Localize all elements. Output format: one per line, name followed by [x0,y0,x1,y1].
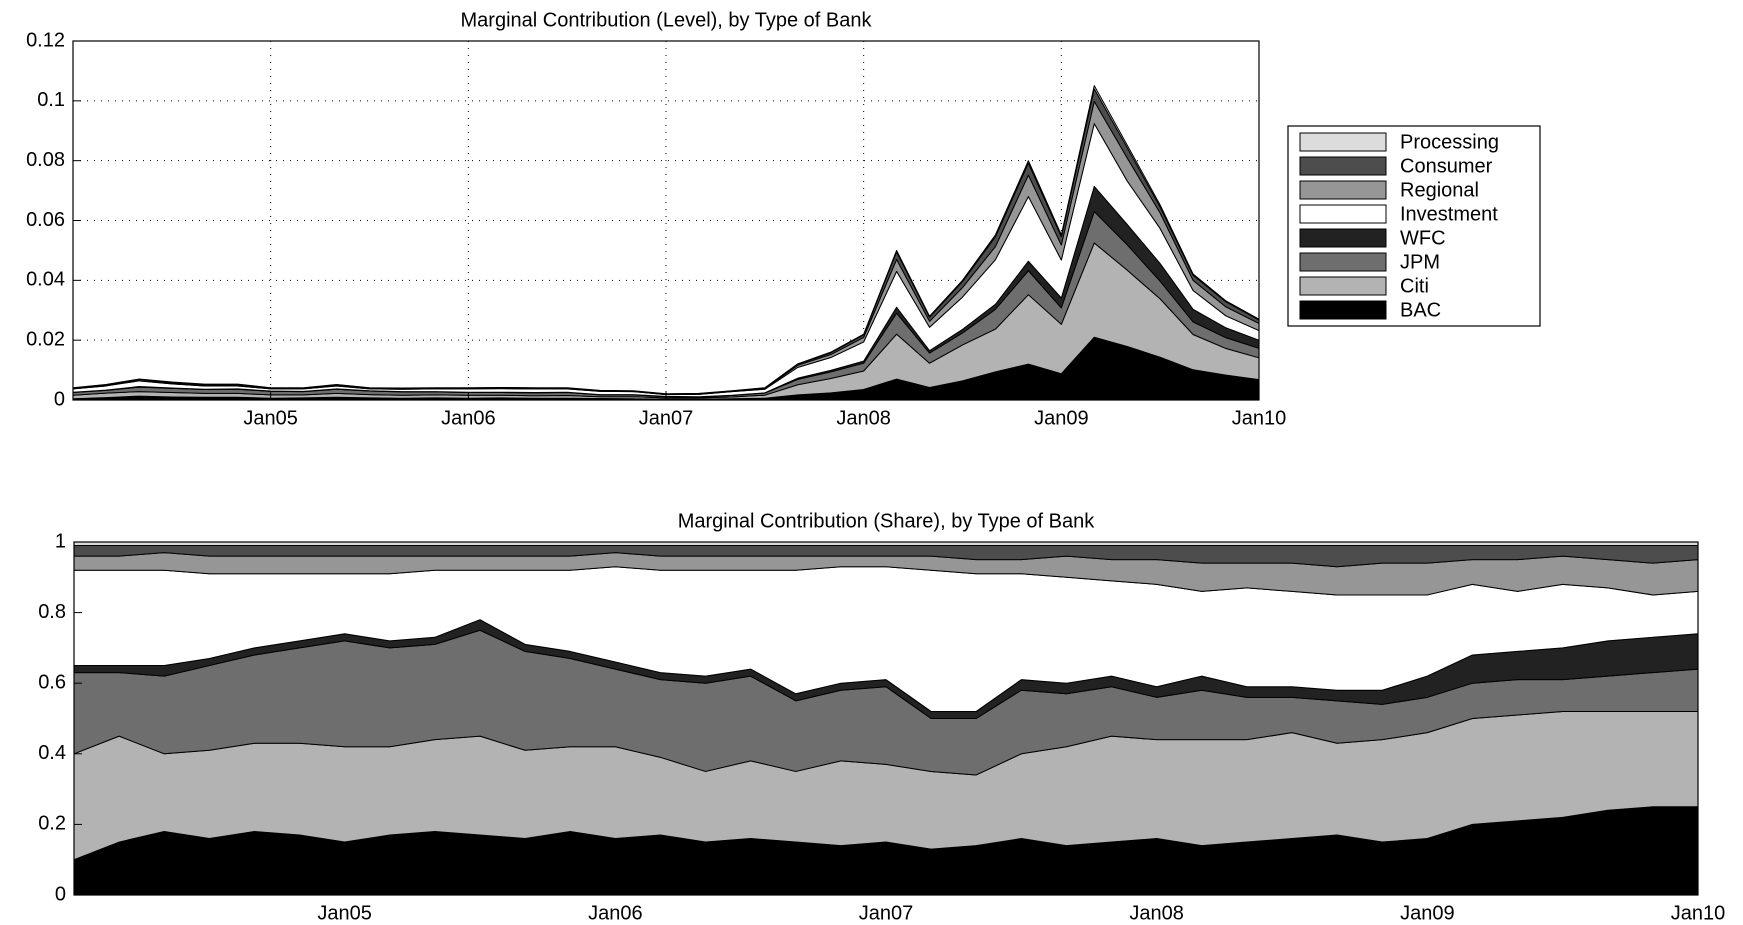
y-tick-label: 0 [55,883,66,905]
legend-swatch [1299,132,1387,152]
x-tick-label: Jan09 [1400,902,1455,924]
y-tick-label: 0 [54,388,65,410]
x-tick-label: Jan05 [243,407,298,429]
y-tick-label: 0.06 [26,209,65,231]
x-tick-label: Jan08 [1129,902,1184,924]
legend-label: Regional [1400,179,1479,201]
chart-title: Marginal Contribution (Level), by Type o… [461,9,873,31]
y-tick-label: 0.04 [26,269,65,291]
x-tick-label: Jan07 [639,407,694,429]
legend-swatch [1299,276,1387,296]
y-tick-label: 1 [55,530,66,552]
x-tick-label: Jan09 [1034,407,1089,429]
legend-label: Consumer [1400,155,1493,177]
x-tick-label: Jan06 [441,407,496,429]
y-tick-label: 0.2 [38,813,66,835]
y-tick-label: 0.8 [38,601,66,623]
legend-label: BAC [1400,299,1441,321]
legend-swatch [1299,252,1387,272]
legend-swatch [1299,180,1387,200]
legend-swatch [1299,156,1387,176]
y-tick-label: 0.02 [26,328,65,350]
y-tick-label: 0.4 [38,742,66,764]
legend-swatch [1299,228,1387,248]
y-tick-label: 0.08 [26,149,65,171]
x-tick-label: Jan07 [859,902,914,924]
y-tick-label: 0.12 [26,29,65,51]
legend-label: WFC [1400,227,1446,249]
y-tick-label: 0.1 [37,89,65,111]
x-tick-label: Jan06 [588,902,643,924]
y-tick-label: 0.6 [38,671,66,693]
chart-title: Marginal Contribution (Share), by Type o… [678,510,1096,532]
x-tick-label: Jan05 [317,902,372,924]
x-tick-label: Jan08 [836,407,891,429]
x-tick-label: Jan10 [1671,902,1726,924]
x-tick-label: Jan10 [1232,407,1287,429]
legend-swatch [1299,300,1387,320]
legend-swatch [1299,204,1387,224]
legend-label: Investment [1400,203,1498,225]
legend-label: Processing [1400,131,1499,153]
legend-label: JPM [1400,251,1440,273]
legend-label: Citi [1400,275,1429,297]
